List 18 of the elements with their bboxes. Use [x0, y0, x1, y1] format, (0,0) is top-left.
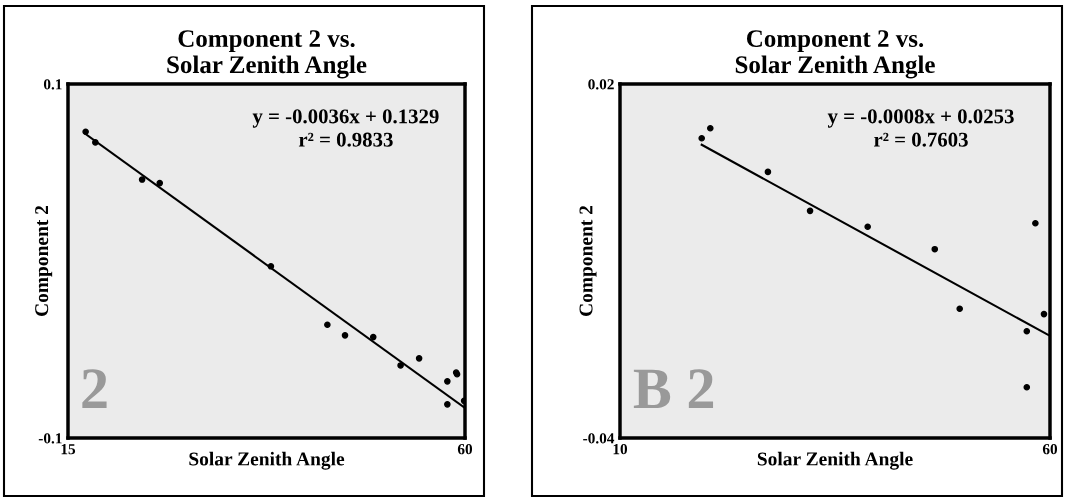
- annotation: y = -0.0036x + 0.1329 r² = 0.9833: [252, 109, 439, 147]
- x-tick-label: 60: [457, 444, 473, 455]
- x-tick-label: 60: [1042, 444, 1058, 455]
- annotation: 2: [82, 369, 107, 408]
- y-tick-label: 0.1: [43, 79, 62, 90]
- annotation: B 2: [633, 369, 714, 409]
- y-axis-title: Component 2: [35, 205, 53, 316]
- y-tick-label: -0.04: [583, 433, 615, 444]
- y-tick-label: 0.02: [588, 79, 614, 90]
- x-axis-title: Solar Zenith Angle: [189, 451, 345, 470]
- y-axis-title: Component 2: [579, 205, 597, 316]
- annotation: y = -0.0008x + 0.0253 r² = 0.7603: [827, 109, 1014, 147]
- x-axis-title: Solar Zenith Angle: [757, 451, 913, 470]
- chart-title: Component 2 vs. Solar Zenith Angle: [167, 30, 367, 79]
- x-tick-label: 10: [613, 444, 628, 455]
- x-tick-label: 15: [61, 444, 76, 455]
- chart-title: Component 2 vs. Solar Zenith Angle: [735, 30, 935, 79]
- y-tick-label: -0.1: [38, 433, 62, 444]
